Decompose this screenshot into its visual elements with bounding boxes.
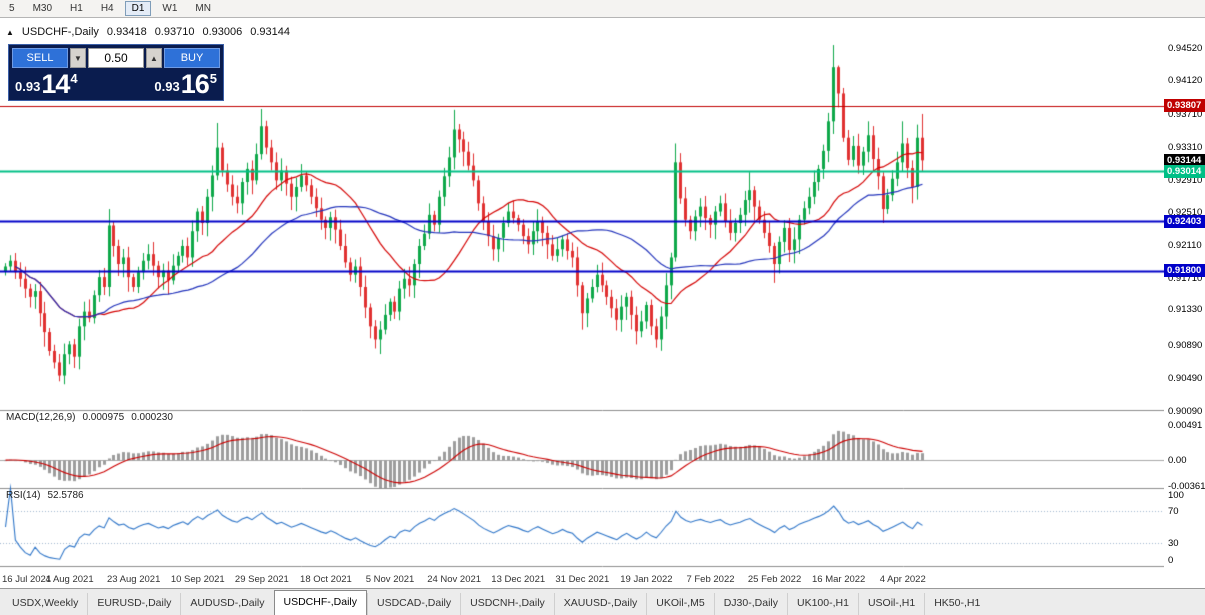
price-axis-label: 0.94520: [1168, 42, 1203, 54]
tab-eurusd-daily[interactable]: EURUSD-,Daily: [87, 593, 180, 615]
tab-usdx-weekly[interactable]: USDX,Weekly: [12, 597, 79, 609]
price-axis-label: 0.92110: [1168, 240, 1202, 252]
timeframe-button-h4[interactable]: H4: [94, 1, 121, 16]
tab-usdcnh-daily[interactable]: USDCNH-,Daily: [460, 593, 554, 615]
ohlc-open: 0.93418: [106, 26, 147, 38]
tab-audusd-daily[interactable]: AUDUSD-,Daily: [180, 593, 273, 615]
date-label: 19 Jan 2022: [620, 574, 673, 585]
price-badge-0.93144: 0.93144: [1164, 153, 1205, 167]
rsi-axis-label: 70: [1168, 506, 1179, 518]
one-click-trading-panel: SELL ▼ ▲ BUY 0.93 14 4 0.93 16: [8, 44, 224, 101]
date-label: 7 Feb 2022: [686, 574, 735, 585]
tab-dj30-daily[interactable]: DJ30-,Daily: [713, 593, 787, 615]
up-arrow-icon: ▲: [6, 27, 14, 37]
buy-price-prefix: 0.93: [154, 79, 180, 94]
macd-value-main: 0.000975: [82, 412, 125, 423]
macd-value-signal: 0.000230: [131, 412, 173, 423]
price-axis-label: 0.93310: [1168, 141, 1203, 153]
macd-title: MACD(12,26,9): [6, 412, 76, 423]
symbol-header: ▲ USDCHF-,Daily 0.93418 0.93710 0.93006 …: [6, 26, 290, 38]
chevron-down-icon: ▼: [74, 53, 82, 63]
price-badge-0.93014: 0.93014: [1164, 164, 1205, 178]
sell-price-big: 14: [41, 69, 70, 99]
price-badge-0.93807: 0.93807: [1164, 99, 1205, 113]
date-axis[interactable]: 16 Jul 2021 4 Aug 2021 23 Aug 2021 10 Sep 2…: [0, 570, 1164, 588]
rsi-axis-label: 100: [1168, 490, 1184, 501]
sell-price-sup: 4: [70, 71, 78, 86]
timeframe-button-h1[interactable]: H1: [63, 1, 90, 16]
macd-indicator-label: MACD(12,26,9) 0.000975 0.000230: [6, 412, 173, 423]
timeframe-button-mn[interactable]: MN: [188, 1, 218, 16]
chevron-up-icon: ▲: [150, 53, 158, 63]
tab-usoil-h1[interactable]: USOil-,H1: [857, 593, 924, 615]
buy-price-big: 16: [180, 69, 210, 99]
date-label: 16 Jul 2021: [2, 574, 52, 585]
date-label: 25 Feb 2022: [747, 574, 802, 585]
ohlc-high: 0.93710: [154, 26, 195, 38]
rsi-axis-label: 30: [1168, 537, 1179, 549]
price-axis[interactable]: 0.94520 0.94120 0.93710 0.93310 0.92910 0.925…: [1164, 18, 1205, 588]
date-label: 16 Mar 2022: [811, 574, 866, 585]
date-label: 5 Nov 2021: [365, 574, 415, 585]
timeframe-button-m30[interactable]: M30: [26, 1, 59, 16]
ohlc-low: 0.93006: [202, 26, 243, 38]
buy-price-sup: 5: [209, 71, 217, 86]
date-label: 29 Sep 2021: [234, 574, 289, 585]
rsi-title: RSI(14): [6, 490, 41, 501]
ohlc-close: 0.93144: [250, 26, 290, 38]
rsi-value: 52.5786: [47, 490, 84, 501]
price-axis-label: 0.90490: [1168, 373, 1203, 385]
date-label: 10 Sep 2021: [170, 574, 225, 585]
tab-ukoil-m5[interactable]: UKOil-,M5: [646, 593, 713, 615]
buy-button[interactable]: BUY: [164, 48, 220, 68]
macd-axis-label: 0.00: [1168, 455, 1187, 467]
price-axis-label: 0.91330: [1168, 304, 1203, 316]
tab-xauusd-daily[interactable]: XAUUSD-,Daily: [553, 593, 647, 615]
tab-hk50-h1[interactable]: HK50-,H1: [924, 593, 989, 615]
symbol-name: USDCHF-,Daily: [21, 26, 99, 38]
date-label: 23 Aug 2021: [106, 574, 161, 585]
lot-decrease-button[interactable]: ▼: [70, 48, 86, 68]
macd-axis-label: -0.00361: [1168, 480, 1205, 492]
chart-window-usdchf: ▲ USDCHF-,Daily 0.93418 0.93710 0.93006 …: [0, 18, 1205, 588]
date-label: 18 Oct 2021: [300, 574, 352, 585]
timeframe-toolbar: 5 M30 H1 H4 D1 W1 MN: [0, 0, 1205, 18]
price-axis-label: 0.92510: [1168, 207, 1203, 219]
tab-uk100-h1[interactable]: UK100-,H1: [786, 593, 858, 615]
date-label: 31 Dec 2021: [555, 574, 610, 585]
rsi-indicator-label: RSI(14) 52.5786: [6, 490, 84, 501]
macd-axis-label: 0.00491: [1168, 419, 1203, 431]
buy-price-quote[interactable]: 0.93 16 5: [154, 69, 217, 99]
price-axis-label: 0.92910: [1168, 174, 1203, 186]
price-chart-canvas[interactable]: [0, 18, 1205, 588]
date-label: 4 Aug 2021: [45, 574, 94, 585]
sell-price-prefix: 0.93: [15, 79, 41, 94]
tab-usdcad-daily[interactable]: USDCAD-,Daily: [367, 593, 460, 615]
lot-increase-button[interactable]: ▲: [146, 48, 162, 68]
timeframe-button-5[interactable]: 5: [2, 1, 22, 16]
sell-price-quote[interactable]: 0.93 14 4: [15, 69, 78, 99]
price-badge-0.91800: 0.91800: [1164, 264, 1205, 278]
price-axis-label: 0.93710: [1168, 108, 1203, 120]
timeframe-button-w1[interactable]: W1: [155, 1, 184, 16]
price-axis-label: 0.91710: [1168, 272, 1203, 284]
tab-usdchf-daily[interactable]: USDCHF-,Daily: [273, 590, 368, 615]
price-axis-label: 0.94120: [1168, 75, 1203, 87]
price-badge-0.92403: 0.92403: [1164, 214, 1205, 228]
date-label: 24 Nov 2021: [427, 574, 482, 585]
sell-button[interactable]: SELL: [12, 48, 68, 68]
timeframe-button-d1[interactable]: D1: [124, 1, 152, 16]
rsi-axis-label: 0: [1168, 555, 1174, 566]
date-label: 13 Dec 2021: [491, 574, 546, 585]
price-axis-label: 0.90090: [1168, 405, 1203, 417]
chart-tab-bar: USDX,Weekly EURUSD-,Daily AUDUSD-,Daily USD…: [0, 588, 1205, 615]
lot-size-input[interactable]: [88, 48, 144, 68]
date-label: 4 Apr 2022: [879, 574, 926, 585]
price-axis-label: 0.90890: [1168, 340, 1203, 352]
